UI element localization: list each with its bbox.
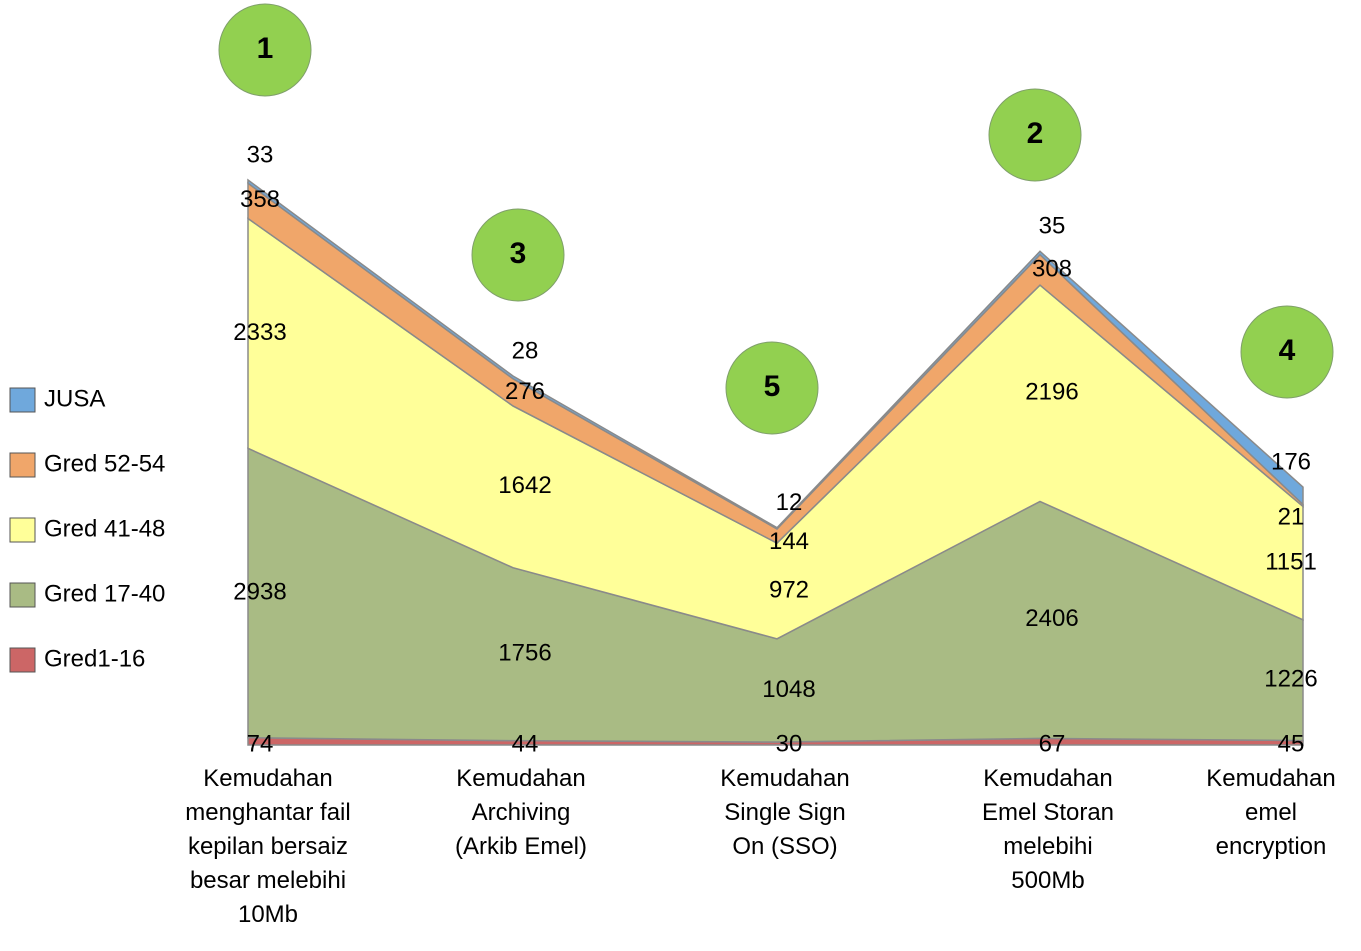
data-label: 276: [505, 378, 545, 405]
data-label: 358: [240, 186, 280, 213]
data-label: 308: [1032, 255, 1072, 282]
data-label: 1642: [498, 472, 551, 499]
rank-label: 3: [510, 237, 527, 270]
legend-label: Gred 52-54: [44, 450, 165, 477]
rank-label: 2: [1027, 117, 1044, 150]
area: [247, 178, 1304, 530]
x-tick-label: Kemudahan emel encryption: [1206, 765, 1336, 860]
data-label: 28: [512, 337, 539, 364]
x-tick-label: Kemudahan menghantar fail kepilan bersai…: [185, 765, 351, 928]
data-label: 2333: [233, 319, 286, 346]
rank-badge: [1240, 305, 1334, 399]
data-label: 176: [1271, 448, 1311, 475]
legend-label: Gred 17-40: [44, 580, 165, 607]
data-label: 1048: [762, 676, 815, 703]
data-label: 44: [512, 730, 539, 757]
data-label: 2938: [233, 578, 286, 605]
legend-swatch: [9, 387, 36, 413]
rank-badge: [725, 341, 819, 435]
data-label: 1226: [1264, 666, 1317, 693]
data-label: 1756: [498, 640, 551, 667]
rank-badge: [218, 3, 312, 97]
data-label: 144: [769, 528, 809, 555]
legend-swatch: [9, 647, 36, 673]
rank-label: 5: [764, 370, 781, 403]
rank-label: 4: [1279, 334, 1296, 367]
legend-label: JUSA: [44, 385, 105, 412]
legend-swatch: [9, 517, 36, 543]
rank-label: 1: [257, 32, 274, 65]
data-label: 2196: [1025, 379, 1078, 406]
x-tick-label: Kemudahan Emel Storan melebihi 500Mb: [981, 765, 1115, 894]
data-label: 74: [247, 730, 274, 757]
data-label: 12: [776, 489, 803, 516]
data-label: 45: [1278, 730, 1305, 757]
rank-badge: [988, 88, 1082, 182]
legend-swatch: [9, 582, 36, 608]
data-label: 1151: [1265, 548, 1317, 575]
data-label: 2406: [1025, 605, 1078, 632]
data-label: 33: [247, 141, 274, 168]
x-tick-label: Kemudahan Single Sign On (SSO): [720, 765, 850, 860]
x-tick-label: Kemudahan Archiving (Arkib Emel): [454, 765, 587, 860]
legend-swatch: [9, 452, 36, 478]
data-label: 30: [776, 730, 803, 757]
data-label: 67: [1039, 730, 1066, 757]
data-label: 972: [769, 576, 809, 603]
rank-badge: [471, 208, 565, 302]
data-label: 35: [1039, 213, 1066, 240]
legend-label: Gred 41-48: [44, 515, 165, 542]
legend-label: Gred1-16: [44, 645, 145, 672]
data-label: 21: [1278, 504, 1305, 531]
